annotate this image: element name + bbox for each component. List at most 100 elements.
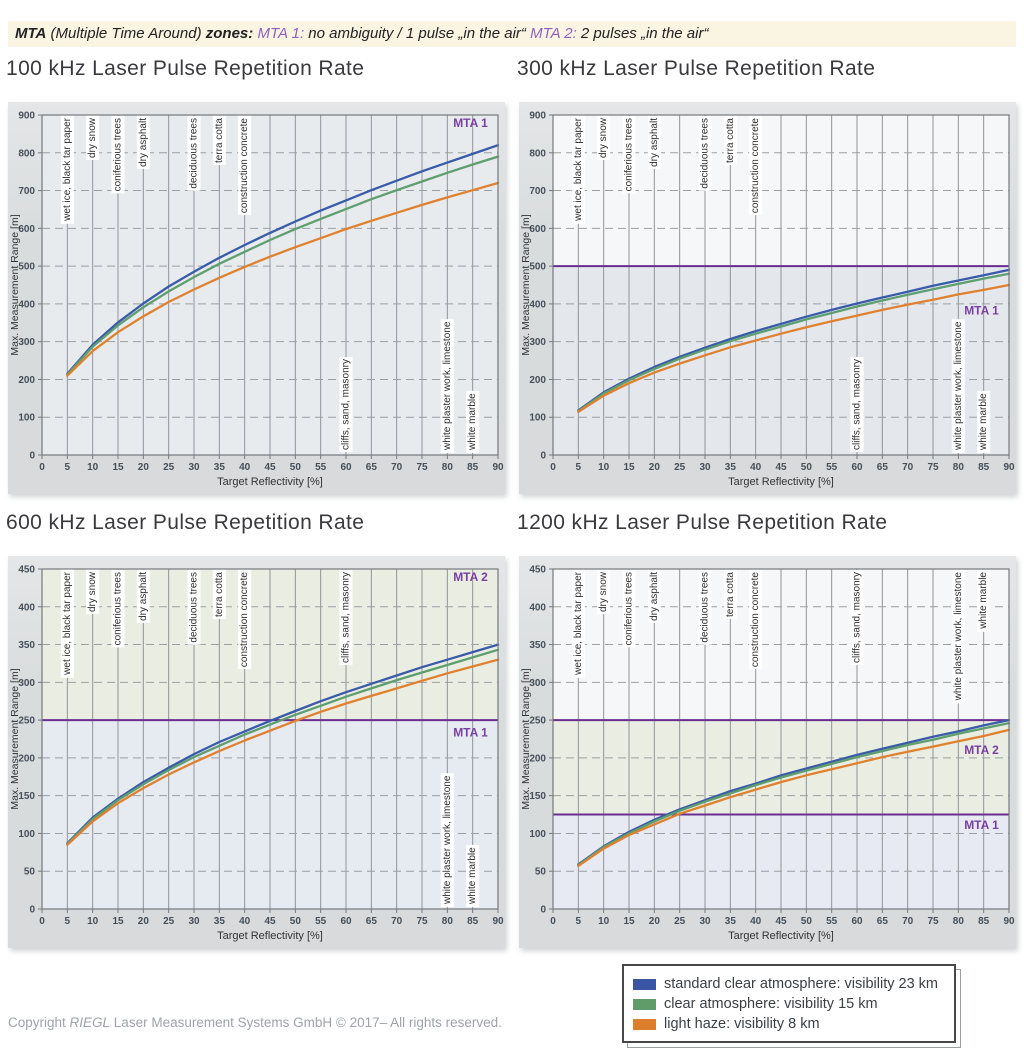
legend-item: clear atmosphere: visibility 15 km	[633, 994, 945, 1014]
x-axis-title: Target Reflectivity [%]	[217, 930, 323, 942]
svg-text:terra cotta: terra cotta	[725, 118, 736, 163]
svg-text:700: 700	[18, 186, 35, 197]
mta-zone-label: MTA 1	[453, 726, 488, 740]
chart-title: 300 kHz Laser Pulse Repetition Rate	[517, 57, 876, 80]
svg-text:10: 10	[87, 916, 99, 927]
svg-text:20: 20	[138, 916, 150, 927]
material-label: wet ice, black tar paper	[571, 569, 585, 678]
mta-zone-labels: MTA 1	[964, 303, 999, 317]
material-label: terra cotta	[723, 569, 737, 620]
curve-light-haze	[577, 283, 1011, 414]
svg-text:35: 35	[214, 462, 226, 473]
legend-swatch-clear	[633, 998, 656, 1010]
material-label: white marble	[977, 569, 991, 632]
svg-text:55: 55	[315, 462, 327, 473]
svg-text:15: 15	[112, 916, 124, 927]
svg-text:coniferious trees: coniferious trees	[624, 572, 635, 645]
curves	[66, 643, 500, 846]
material-label: terra cotta	[212, 569, 226, 620]
svg-text:dry asphalt: dry asphalt	[649, 118, 660, 167]
svg-text:coniferious trees: coniferious trees	[624, 118, 635, 191]
copyright-pre: Copyright	[8, 1015, 70, 1030]
material-label: dry asphalt	[647, 115, 661, 169]
svg-text:150: 150	[18, 791, 35, 802]
material-label: dry snow	[597, 115, 611, 161]
svg-text:200: 200	[529, 375, 546, 386]
material-label: white plaster work, limestone	[440, 773, 454, 907]
svg-text:300: 300	[529, 678, 546, 689]
svg-text:100: 100	[529, 829, 546, 840]
svg-text:600: 600	[529, 224, 546, 235]
svg-text:10: 10	[598, 462, 610, 473]
svg-text:500: 500	[18, 262, 35, 273]
chart-plot-600khz: wet ice, black tar paper dry snow coniferi…	[9, 565, 504, 943]
svg-text:800: 800	[18, 148, 35, 159]
curve-standard-clear-atmosphere	[577, 268, 1011, 412]
svg-text:dry snow: dry snow	[87, 571, 98, 612]
curve-standard-clear-atmosphere	[66, 643, 500, 845]
svg-text:45: 45	[775, 916, 787, 927]
svg-text:white plaster work, limestone: white plaster work, limestone	[953, 321, 964, 451]
axis-ticks: 0 5 10 15 20 25 30 35 40 45 50 55 60 65 70 75 80 85 900100…	[529, 111, 1015, 474]
curves	[577, 268, 1011, 414]
material-label: deciduous trees	[187, 570, 201, 645]
svg-text:60: 60	[340, 916, 352, 927]
svg-text:55: 55	[826, 916, 838, 927]
grid	[553, 115, 1009, 455]
svg-text:50: 50	[290, 462, 302, 473]
svg-text:0: 0	[540, 451, 546, 462]
svg-text:70: 70	[391, 462, 403, 473]
svg-text:5: 5	[65, 462, 71, 473]
svg-text:20: 20	[649, 916, 661, 927]
material-label: cliffs, sand, masonry	[850, 357, 864, 452]
svg-text:construction concrete: construction concrete	[750, 118, 761, 213]
chart-section-600khz: 600 kHz Laser Pulse Repetition Rate wet …	[6, 511, 506, 951]
svg-text:75: 75	[927, 916, 939, 927]
x-axis-title: Target Reflectivity [%]	[217, 476, 323, 488]
svg-text:25: 25	[674, 916, 686, 927]
material-label: dry snow	[86, 115, 100, 161]
mta1-text: no ambiguity / 1 pulse „in the air“	[304, 25, 531, 42]
svg-text:cliffs, sand, masonry: cliffs, sand, masonry	[341, 572, 352, 663]
mta-zone-labels: MTA 1	[453, 116, 488, 130]
svg-text:wet ice, black tar paper: wet ice, black tar paper	[62, 571, 73, 675]
material-label: construction concrete	[238, 115, 252, 216]
svg-text:350: 350	[18, 640, 35, 651]
curve-light-haze	[66, 181, 500, 377]
material-label: coniferious trees	[111, 570, 125, 648]
svg-text:wet ice, black tar paper: wet ice, black tar paper	[62, 117, 73, 221]
svg-text:wet ice, black tar paper: wet ice, black tar paper	[573, 117, 584, 221]
curve-clear-atmosphere	[66, 155, 500, 376]
material-label: deciduous trees	[698, 116, 712, 191]
material-label: construction concrete	[238, 569, 252, 670]
svg-text:10: 10	[87, 462, 99, 473]
svg-text:construction concrete: construction concrete	[239, 118, 250, 213]
svg-text:wet ice, black tar paper: wet ice, black tar paper	[573, 571, 584, 675]
legend: standard clear atmosphere: visibility 23…	[622, 964, 956, 1043]
svg-text:20: 20	[138, 462, 150, 473]
svg-text:deciduous trees: deciduous trees	[700, 572, 711, 643]
svg-text:800: 800	[529, 148, 546, 159]
copyright-post: Laser Measurement Systems GmbH © 2017– A…	[110, 1015, 502, 1030]
svg-text:deciduous trees: deciduous trees	[700, 118, 711, 189]
chart-title: 100 kHz Laser Pulse Repetition Rate	[6, 57, 365, 80]
svg-text:200: 200	[18, 753, 35, 764]
svg-text:75: 75	[416, 916, 428, 927]
svg-text:dry snow: dry snow	[598, 571, 609, 612]
svg-text:deciduous trees: deciduous trees	[189, 572, 200, 643]
material-label: coniferious trees	[111, 116, 125, 194]
svg-text:85: 85	[978, 462, 990, 473]
svg-text:0: 0	[29, 451, 35, 462]
svg-text:400: 400	[529, 299, 546, 310]
svg-text:250: 250	[529, 716, 546, 727]
svg-text:70: 70	[391, 916, 403, 927]
svg-text:terra cotta: terra cotta	[725, 572, 736, 617]
material-labels: wet ice, black tar paper dry snow coniferi…	[60, 569, 480, 907]
svg-text:0: 0	[540, 905, 546, 916]
svg-text:900: 900	[18, 111, 35, 122]
svg-text:200: 200	[18, 375, 35, 386]
svg-text:55: 55	[826, 462, 838, 473]
svg-text:65: 65	[877, 916, 889, 927]
material-labels: wet ice, black tar paper dry snow coniferi…	[60, 115, 480, 453]
